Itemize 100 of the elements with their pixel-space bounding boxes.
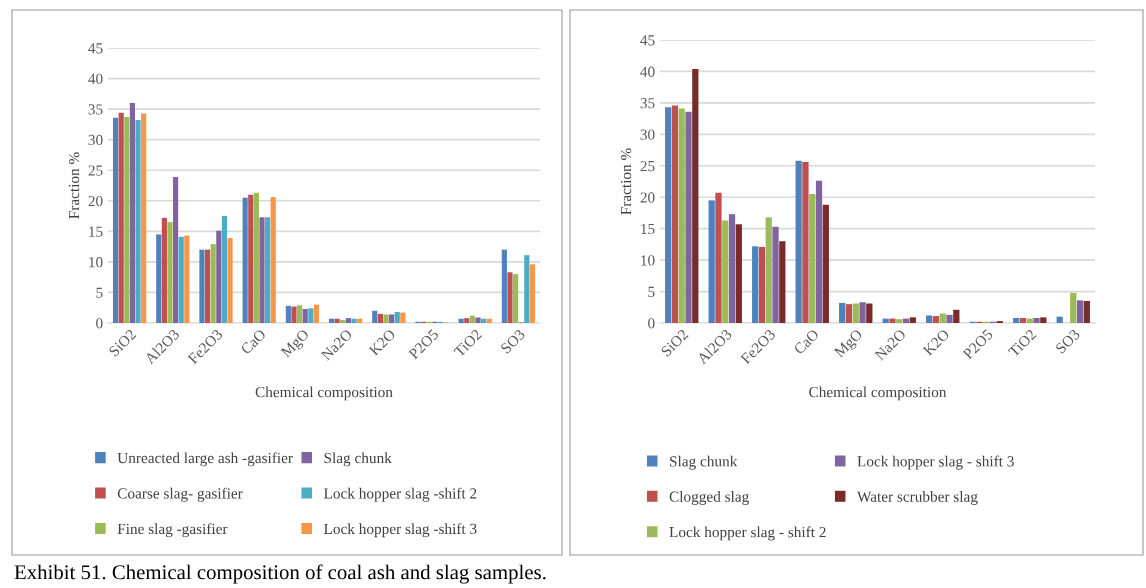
bar (1056, 316, 1063, 323)
bar (135, 120, 141, 323)
legend-label: Coarse slag- gasifier (117, 487, 243, 502)
bar (112, 117, 119, 323)
bar (772, 226, 779, 323)
bar (265, 217, 271, 323)
bar (469, 315, 475, 323)
bar (529, 264, 536, 323)
bar (1083, 300, 1090, 323)
bar (926, 315, 933, 323)
bar (285, 305, 291, 323)
bar (178, 236, 184, 323)
bar (389, 314, 395, 323)
y-tick-label: 30 (88, 134, 103, 146)
y-axis-title: Fraction % (620, 148, 632, 215)
bar (118, 112, 124, 323)
bar (752, 246, 759, 323)
bar (715, 192, 722, 323)
bar (953, 309, 960, 323)
y-tick-label: 0 (648, 318, 655, 329)
y-tick-label: 5 (648, 286, 655, 298)
bar (722, 220, 729, 323)
bar (210, 244, 216, 323)
bar (932, 316, 940, 323)
bar (758, 246, 766, 323)
bar (270, 197, 276, 323)
bar (692, 68, 699, 323)
bar (728, 214, 736, 323)
x-tick-label: SO3 (500, 328, 526, 354)
bar (458, 318, 464, 323)
bar (161, 217, 167, 323)
bar (242, 197, 248, 323)
bar (909, 317, 916, 323)
bar (351, 318, 357, 323)
y-tick-label: 35 (640, 98, 655, 109)
bar (173, 176, 179, 323)
y-tick-label: 10 (89, 257, 103, 268)
bar (665, 107, 672, 323)
bar (141, 113, 147, 323)
y-tick-label: 10 (641, 255, 655, 266)
bar (507, 272, 513, 323)
bar (802, 162, 809, 323)
bar (896, 319, 903, 323)
x-tick-label: CaO (240, 328, 267, 355)
y-tick-label: 5 (96, 287, 103, 298)
bar (259, 217, 265, 323)
bar (1033, 317, 1040, 323)
bar (795, 160, 802, 323)
legend-label: Clogged slag (669, 491, 749, 505)
bar (779, 241, 786, 323)
legend-label: Fine slag -gasifier (117, 523, 228, 538)
bar (199, 249, 205, 323)
y-tick-label: 15 (89, 226, 103, 237)
bar (334, 318, 340, 323)
bar (1076, 300, 1084, 323)
bar (291, 306, 297, 323)
x-tick-label: SO3 (1055, 328, 1081, 354)
legend-label: Lock hopper slag - shift 2 (669, 526, 826, 541)
bar (328, 318, 335, 323)
y-tick-label: 35 (88, 104, 103, 115)
bar (524, 255, 530, 323)
bar (357, 318, 363, 323)
bar (1013, 317, 1020, 323)
y-tick-label: 25 (640, 160, 655, 172)
bar (678, 108, 685, 323)
bar (735, 224, 742, 323)
bar (481, 318, 487, 323)
bar (708, 200, 715, 323)
bar (685, 111, 692, 323)
x-tick-label: CaO (793, 328, 820, 355)
bar (866, 303, 873, 323)
bar (475, 317, 481, 323)
bar (383, 314, 389, 323)
y-tick-label: 40 (640, 66, 655, 77)
bar (340, 319, 346, 323)
legend-label: Unreacted large ash -gasifier (117, 452, 293, 467)
x-axis-title: Chemical composition (255, 386, 393, 401)
bar (859, 302, 866, 323)
y-tick-label: 15 (641, 223, 655, 235)
legend-label: Slag chunk (324, 452, 392, 467)
bar (204, 249, 211, 323)
bar (308, 308, 314, 323)
bar (227, 238, 233, 323)
legend-label: Lock hopper slag -shift 3 (323, 523, 477, 538)
bar (129, 103, 135, 323)
y-tick-label: 45 (640, 35, 655, 46)
y-tick-label: 45 (88, 43, 103, 54)
y-tick-label: 20 (88, 195, 103, 207)
bar (765, 217, 772, 323)
bar (377, 313, 383, 323)
bar (156, 234, 162, 323)
y-tick-label: 20 (640, 192, 655, 203)
bar (486, 318, 492, 323)
bar (124, 117, 130, 323)
y-axis-title: Fraction % (68, 152, 80, 219)
bar (671, 105, 679, 323)
bar (939, 313, 946, 323)
x-axis-title: Chemical composition (809, 386, 947, 401)
legend-label: Lock hopper slag - shift 3 (857, 455, 1014, 470)
bar (946, 314, 953, 323)
